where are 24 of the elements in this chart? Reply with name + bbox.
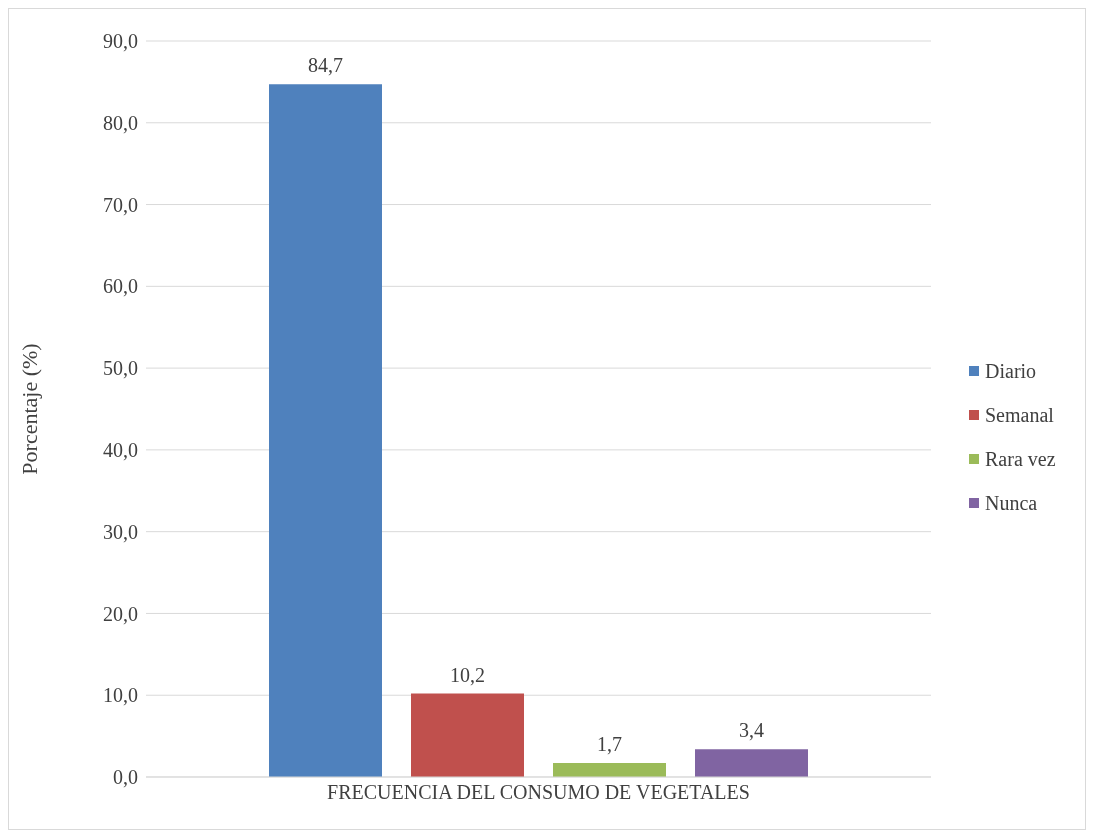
y-tick-label: 10,0 (103, 684, 138, 707)
legend-label: Nunca (985, 491, 1038, 515)
legend-label: Diario (985, 359, 1037, 383)
x-tick-label: FRECUENCIA DEL CONSUMO DE VEGETALES (327, 781, 750, 804)
y-tick-label: 90,0 (103, 30, 138, 53)
bar (695, 749, 808, 777)
bar (411, 693, 524, 777)
y-tick-label: 50,0 (103, 357, 138, 380)
data-label: 84,7 (308, 54, 343, 77)
y-axis-title: Porcentaje (%) (16, 343, 42, 475)
y-tick-label: 30,0 (103, 520, 138, 543)
y-tick-label: 70,0 (103, 193, 138, 216)
legend-label: Rara vez (985, 447, 1056, 471)
data-label: 10,2 (450, 663, 485, 686)
bar (269, 84, 382, 777)
data-label: 3,4 (739, 719, 764, 742)
y-tick-label: 40,0 (103, 438, 138, 461)
data-label: 1,7 (597, 733, 622, 756)
y-tick-label: 0,0 (113, 766, 138, 789)
legend-label: Semanal (985, 403, 1054, 427)
y-tick-label: 60,0 (103, 275, 138, 298)
y-tick-label: 80,0 (103, 111, 138, 134)
y-tick-label: 20,0 (103, 602, 138, 625)
bar (553, 763, 666, 777)
